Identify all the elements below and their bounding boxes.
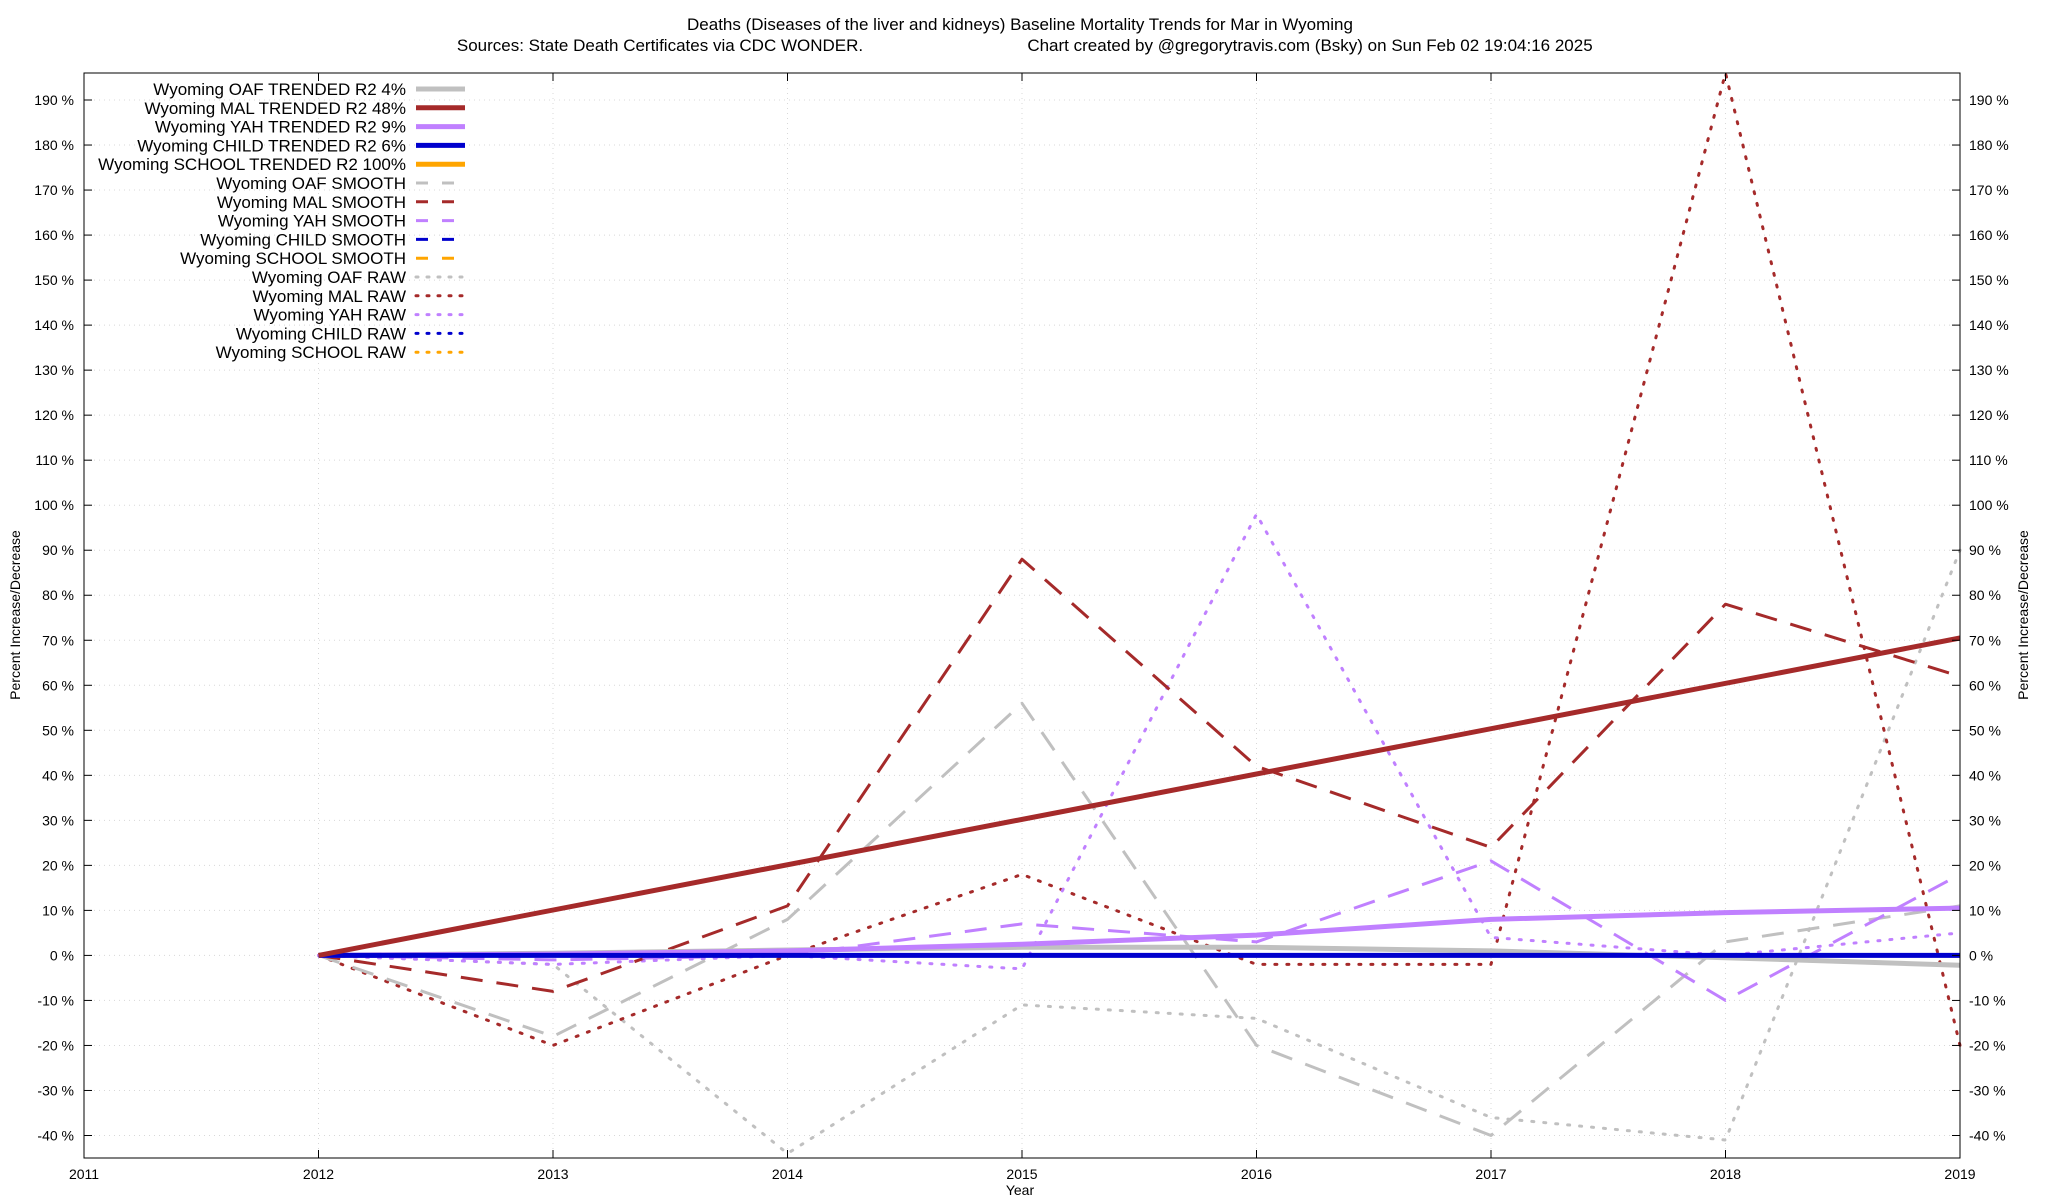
y-tick-label-left: 90 % — [42, 542, 74, 558]
legend-label-12: Wyoming YAH RAW — [253, 306, 406, 325]
series-line-10 — [317, 548, 1962, 1155]
series-line-6 — [318, 557, 1961, 993]
legend: Wyoming OAF TRENDED R2 4%Wyoming MAL TRE… — [98, 80, 467, 362]
series-line-5 — [318, 701, 1961, 1137]
legend-label-4: Wyoming SCHOOL TRENDED R2 100% — [98, 155, 406, 174]
chart-subtitle-sources: Sources: State Death Certificates via CD… — [457, 36, 863, 55]
legend-label-3: Wyoming CHILD TRENDED R2 6% — [137, 136, 406, 155]
legend-label-13: Wyoming CHILD RAW — [236, 324, 406, 343]
y-tick-label-right: 50 % — [1969, 722, 2001, 738]
y-tick-label-left: 130 % — [34, 362, 74, 378]
y-tick-label-right: 160 % — [1969, 227, 2009, 243]
y-tick-label-right: 70 % — [1969, 632, 2001, 648]
y-tick-label-right: 100 % — [1969, 497, 2009, 513]
x-tick-label: 2011 — [69, 1166, 99, 1182]
y-tick-label-right: 10 % — [1969, 902, 2001, 918]
x-tick-label: 2019 — [1944, 1166, 1975, 1182]
y-tick-label-left: 170 % — [34, 182, 74, 198]
y-tick-label-left: 120 % — [34, 407, 74, 423]
y-tick-label-left: 150 % — [34, 272, 74, 288]
y-tick-label-right: 150 % — [1969, 272, 2009, 288]
series-line-11 — [317, 71, 1962, 1047]
y-tick-label-right: 20 % — [1969, 857, 2001, 873]
y-tick-label-right: 80 % — [1969, 587, 2001, 603]
y-tick-label-left: 10 % — [42, 902, 74, 918]
y-tick-label-right: 120 % — [1969, 407, 2009, 423]
legend-label-9: Wyoming SCHOOL SMOOTH — [180, 249, 406, 268]
legend-label-10: Wyoming OAF RAW — [252, 268, 406, 287]
y-tick-label-right: 0 % — [1969, 947, 1993, 963]
legend-label-8: Wyoming CHILD SMOOTH — [200, 230, 406, 249]
x-tick-label: 2018 — [1710, 1166, 1741, 1182]
y-tick-label-left: 50 % — [42, 722, 74, 738]
ticks: -40 % -40 % -30 % -30 % -20 % -20 % -10 % -10 %… — [34, 73, 2009, 1182]
y-axis-label-right: Percent Increase/Decrease — [2015, 530, 2031, 700]
x-axis-label: Year — [1006, 1182, 1035, 1198]
legend-label-14: Wyoming SCHOOL RAW — [216, 343, 406, 362]
y-tick-label-right: -30 % — [1969, 1082, 2006, 1098]
y-tick-label-left: 140 % — [34, 317, 74, 333]
y-tick-label-right: 40 % — [1969, 767, 2001, 783]
y-tick-label-right: 90 % — [1969, 542, 2001, 558]
x-tick-label: 2016 — [1241, 1166, 1272, 1182]
legend-label-11: Wyoming MAL RAW — [253, 287, 407, 306]
y-tick-label-right: -20 % — [1969, 1037, 2006, 1053]
x-tick-label: 2017 — [1475, 1166, 1506, 1182]
series-line-12 — [317, 512, 1962, 971]
y-tick-label-left: -10 % — [37, 992, 74, 1008]
y-tick-label-right: 60 % — [1969, 677, 2001, 693]
chart-title: Deaths (Diseases of the liver and kidney… — [687, 15, 1353, 34]
y-tick-label-left: -40 % — [37, 1127, 74, 1143]
y-tick-label-left: 110 % — [35, 452, 74, 468]
y-tick-label-left: 30 % — [42, 812, 74, 828]
y-tick-label-left: 20 % — [42, 857, 74, 873]
y-tick-label-left: 180 % — [34, 137, 74, 153]
y-tick-label-right: 140 % — [1969, 317, 2009, 333]
y-tick-label-right: -40 % — [1969, 1127, 2006, 1143]
y-tick-label-left: 80 % — [42, 587, 74, 603]
y-tick-label-left: -30 % — [37, 1082, 74, 1098]
y-tick-label-left: -20 % — [37, 1037, 74, 1053]
y-tick-label-right: 180 % — [1969, 137, 2009, 153]
series-line-1 — [318, 635, 1961, 958]
y-tick-label-right: 30 % — [1969, 812, 2001, 828]
x-tick-label: 2012 — [303, 1166, 334, 1182]
y-tick-label-left: 0 % — [50, 947, 74, 963]
series-layer — [317, 71, 1962, 1155]
legend-label-7: Wyoming YAH SMOOTH — [218, 212, 406, 231]
x-tick-label: 2013 — [537, 1166, 568, 1182]
y-tick-label-right: 110 % — [1969, 452, 2008, 468]
y-tick-label-right: 130 % — [1969, 362, 2009, 378]
x-tick-label: 2014 — [772, 1166, 803, 1182]
chart-subtitle-credit: Chart created by @gregorytravis.com (Bsk… — [1027, 36, 1592, 55]
y-axis-label-left: Percent Increase/Decrease — [7, 530, 23, 700]
y-tick-label-left: 190 % — [34, 92, 74, 108]
legend-label-5: Wyoming OAF SMOOTH — [216, 174, 406, 193]
y-tick-label-left: 60 % — [42, 677, 74, 693]
y-tick-label-right: 170 % — [1969, 182, 2009, 198]
y-tick-label-right: -10 % — [1969, 992, 2006, 1008]
y-tick-label-left: 40 % — [42, 767, 74, 783]
y-tick-label-left: 160 % — [34, 227, 74, 243]
legend-label-0: Wyoming OAF TRENDED R2 4% — [153, 80, 406, 99]
y-tick-label-left: 100 % — [34, 497, 74, 513]
series-line-7 — [318, 859, 1961, 1002]
x-tick-label: 2015 — [1006, 1166, 1037, 1182]
legend-label-6: Wyoming MAL SMOOTH — [217, 193, 406, 212]
legend-label-2: Wyoming YAH TRENDED R2 9% — [155, 118, 406, 137]
legend-label-1: Wyoming MAL TRENDED R2 48% — [144, 99, 406, 118]
y-tick-label-left: 70 % — [42, 632, 74, 648]
y-tick-label-right: 190 % — [1969, 92, 2009, 108]
